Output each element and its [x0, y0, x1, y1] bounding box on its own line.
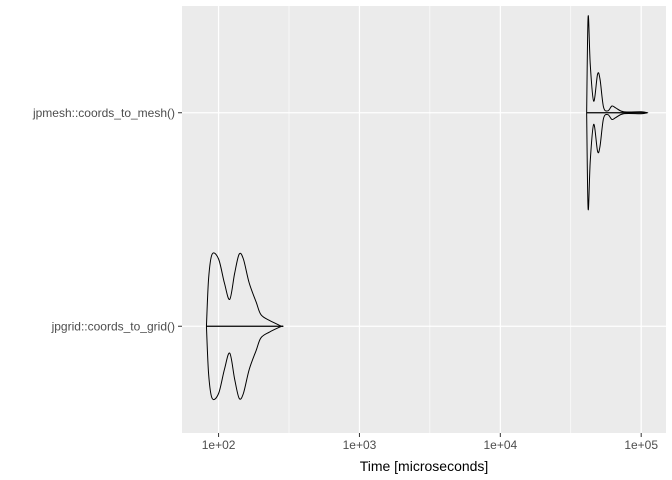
violins [205, 15, 649, 401]
x-axis-ticks: 1e+02 1e+03 1e+04 1e+05 [202, 433, 658, 452]
x-axis-title: Time [microseconds] [360, 458, 489, 474]
x-tick-label: 1e+02 [202, 438, 236, 452]
violin-shape [205, 252, 284, 401]
y-tick-label: jpgrid::coords_to_grid() [51, 319, 175, 333]
y-axis-ticks: jpgrid::coords_to_grid() jpmesh::coords_t… [32, 106, 182, 333]
x-tick-label: 1e+03 [343, 438, 377, 452]
plot-panel [182, 6, 666, 433]
violin-shape [586, 15, 649, 211]
x-tick-label: 1e+04 [483, 438, 517, 452]
minor-gridlines [288, 6, 572, 433]
x-tick-label: 1e+05 [624, 438, 658, 452]
major-gridlines [182, 6, 666, 433]
y-tick-label: jpmesh::coords_to_mesh() [32, 106, 175, 120]
